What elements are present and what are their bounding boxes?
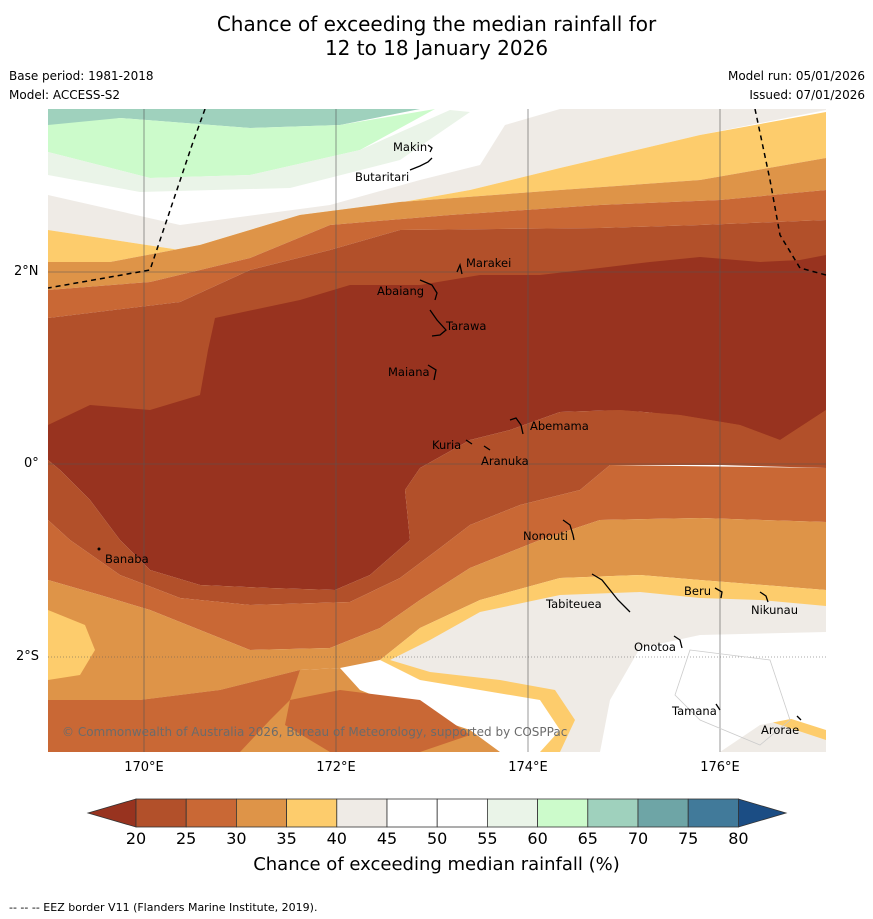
colorbar-tick: 20 — [125, 829, 147, 848]
map-title: Chance of exceeding the median rainfall … — [0, 12, 873, 60]
place-label: Maiana — [388, 365, 430, 379]
place-label: Makin — [393, 140, 428, 154]
colorbar-tick: 70 — [627, 829, 649, 848]
colorbar — [86, 798, 788, 828]
graticule — [48, 109, 826, 752]
place-label: Nonouti — [523, 529, 568, 543]
colorbar-tick: 45 — [376, 829, 398, 848]
eez-border-south — [674, 649, 791, 746]
place-label: Onotoa — [634, 640, 676, 654]
place-label: Tamana — [672, 704, 717, 718]
colorbar-label: Chance of exceeding median rainfall (%) — [253, 854, 620, 875]
place-label: Kuria — [432, 438, 462, 452]
colorbar-segment — [486, 798, 538, 828]
place-label: Tabiteuea — [546, 597, 602, 611]
band-45-50-south — [600, 632, 826, 752]
colorbar-tick: 40 — [326, 829, 347, 848]
band-25-30-south — [48, 465, 826, 650]
colorbar-segment — [637, 798, 689, 828]
lon-label: 172°E — [316, 760, 356, 775]
colorbar-segment — [386, 798, 438, 828]
band-35-40-north — [48, 112, 826, 262]
issued-date: Issued: 07/01/2026 — [749, 88, 865, 102]
band-25-30-south-patch — [285, 690, 470, 752]
model-run-date: Model run: 05/01/2026 — [727, 69, 865, 83]
place-label: Tarawa — [446, 319, 487, 333]
colorbar-tick: 30 — [226, 829, 247, 848]
place-label: Aranuka — [481, 454, 529, 468]
colorbar-segment — [587, 798, 639, 828]
colorbar-segment — [687, 798, 739, 828]
colorbar-segment — [336, 798, 388, 828]
colorbar-extend-low — [86, 798, 137, 828]
place-label: Nikunau — [751, 603, 799, 617]
colorbar-tick: 55 — [477, 829, 498, 848]
lat-label: 2°S — [16, 649, 40, 664]
band-20-25-south — [48, 410, 826, 605]
title-line-1: Chance of exceeding the median rainfall … — [216, 12, 657, 36]
island-outlines — [409, 144, 802, 721]
band-25-30-north — [48, 190, 826, 318]
colorbar-tick: 75 — [678, 829, 699, 848]
colorbar-segment — [537, 798, 589, 828]
colorbar-segment — [286, 798, 338, 828]
band-55-60-north — [48, 110, 470, 192]
band-35-40-south — [48, 610, 95, 680]
colorbar-tick: 50 — [427, 829, 448, 848]
place-label: Banaba — [105, 552, 149, 566]
lat-label: 0° — [24, 456, 39, 471]
eez-border — [48, 109, 826, 289]
lon-label: 176°E — [700, 760, 740, 775]
band-30-35-south — [48, 518, 826, 700]
lon-label: 170°E — [124, 760, 164, 775]
colorbar-segment — [436, 798, 488, 828]
lat-label: 2°N — [14, 264, 39, 279]
place-label: Abemama — [530, 419, 589, 433]
colorbar-tick: 80 — [728, 829, 749, 848]
colorbar-segment — [135, 798, 187, 828]
band-30-35-north — [48, 158, 826, 290]
place-label: Abaiang — [377, 284, 425, 298]
colorbar-tick: 35 — [276, 829, 297, 848]
lon-label: 174°E — [508, 760, 548, 775]
banaba-island — [97, 547, 101, 551]
colorbar-segment — [185, 798, 237, 828]
copyright-notice: © Commonwealth of Australia 2026, Bureau… — [62, 725, 568, 739]
eez-footnote: -- -- -- EEZ border V11 (Flanders Marine… — [9, 901, 318, 914]
base-period: Base period: 1981-2018 — [9, 69, 154, 83]
colorbar-tick: 60 — [527, 829, 548, 848]
title-line-2: 12 to 18 January 2026 — [324, 36, 549, 60]
colorbar-extend-high — [738, 798, 788, 828]
place-label: Beru — [684, 584, 711, 598]
band-60-65-north — [48, 109, 435, 178]
probability-fields — [48, 109, 826, 752]
colorbar-tick: 65 — [577, 829, 598, 848]
colorbar-segment — [235, 798, 287, 828]
model-name: Model: ACCESS-S2 — [9, 88, 121, 102]
place-label: Marakei — [466, 256, 512, 270]
band-70-75-north — [48, 109, 420, 130]
band-25-30-southwest — [48, 670, 300, 752]
band-below-20 — [48, 255, 826, 590]
place-label: Butaritari — [355, 170, 410, 184]
colorbar-tick: 25 — [176, 829, 197, 848]
band-40-45-north — [48, 109, 826, 250]
place-label: Arorae — [761, 723, 800, 737]
